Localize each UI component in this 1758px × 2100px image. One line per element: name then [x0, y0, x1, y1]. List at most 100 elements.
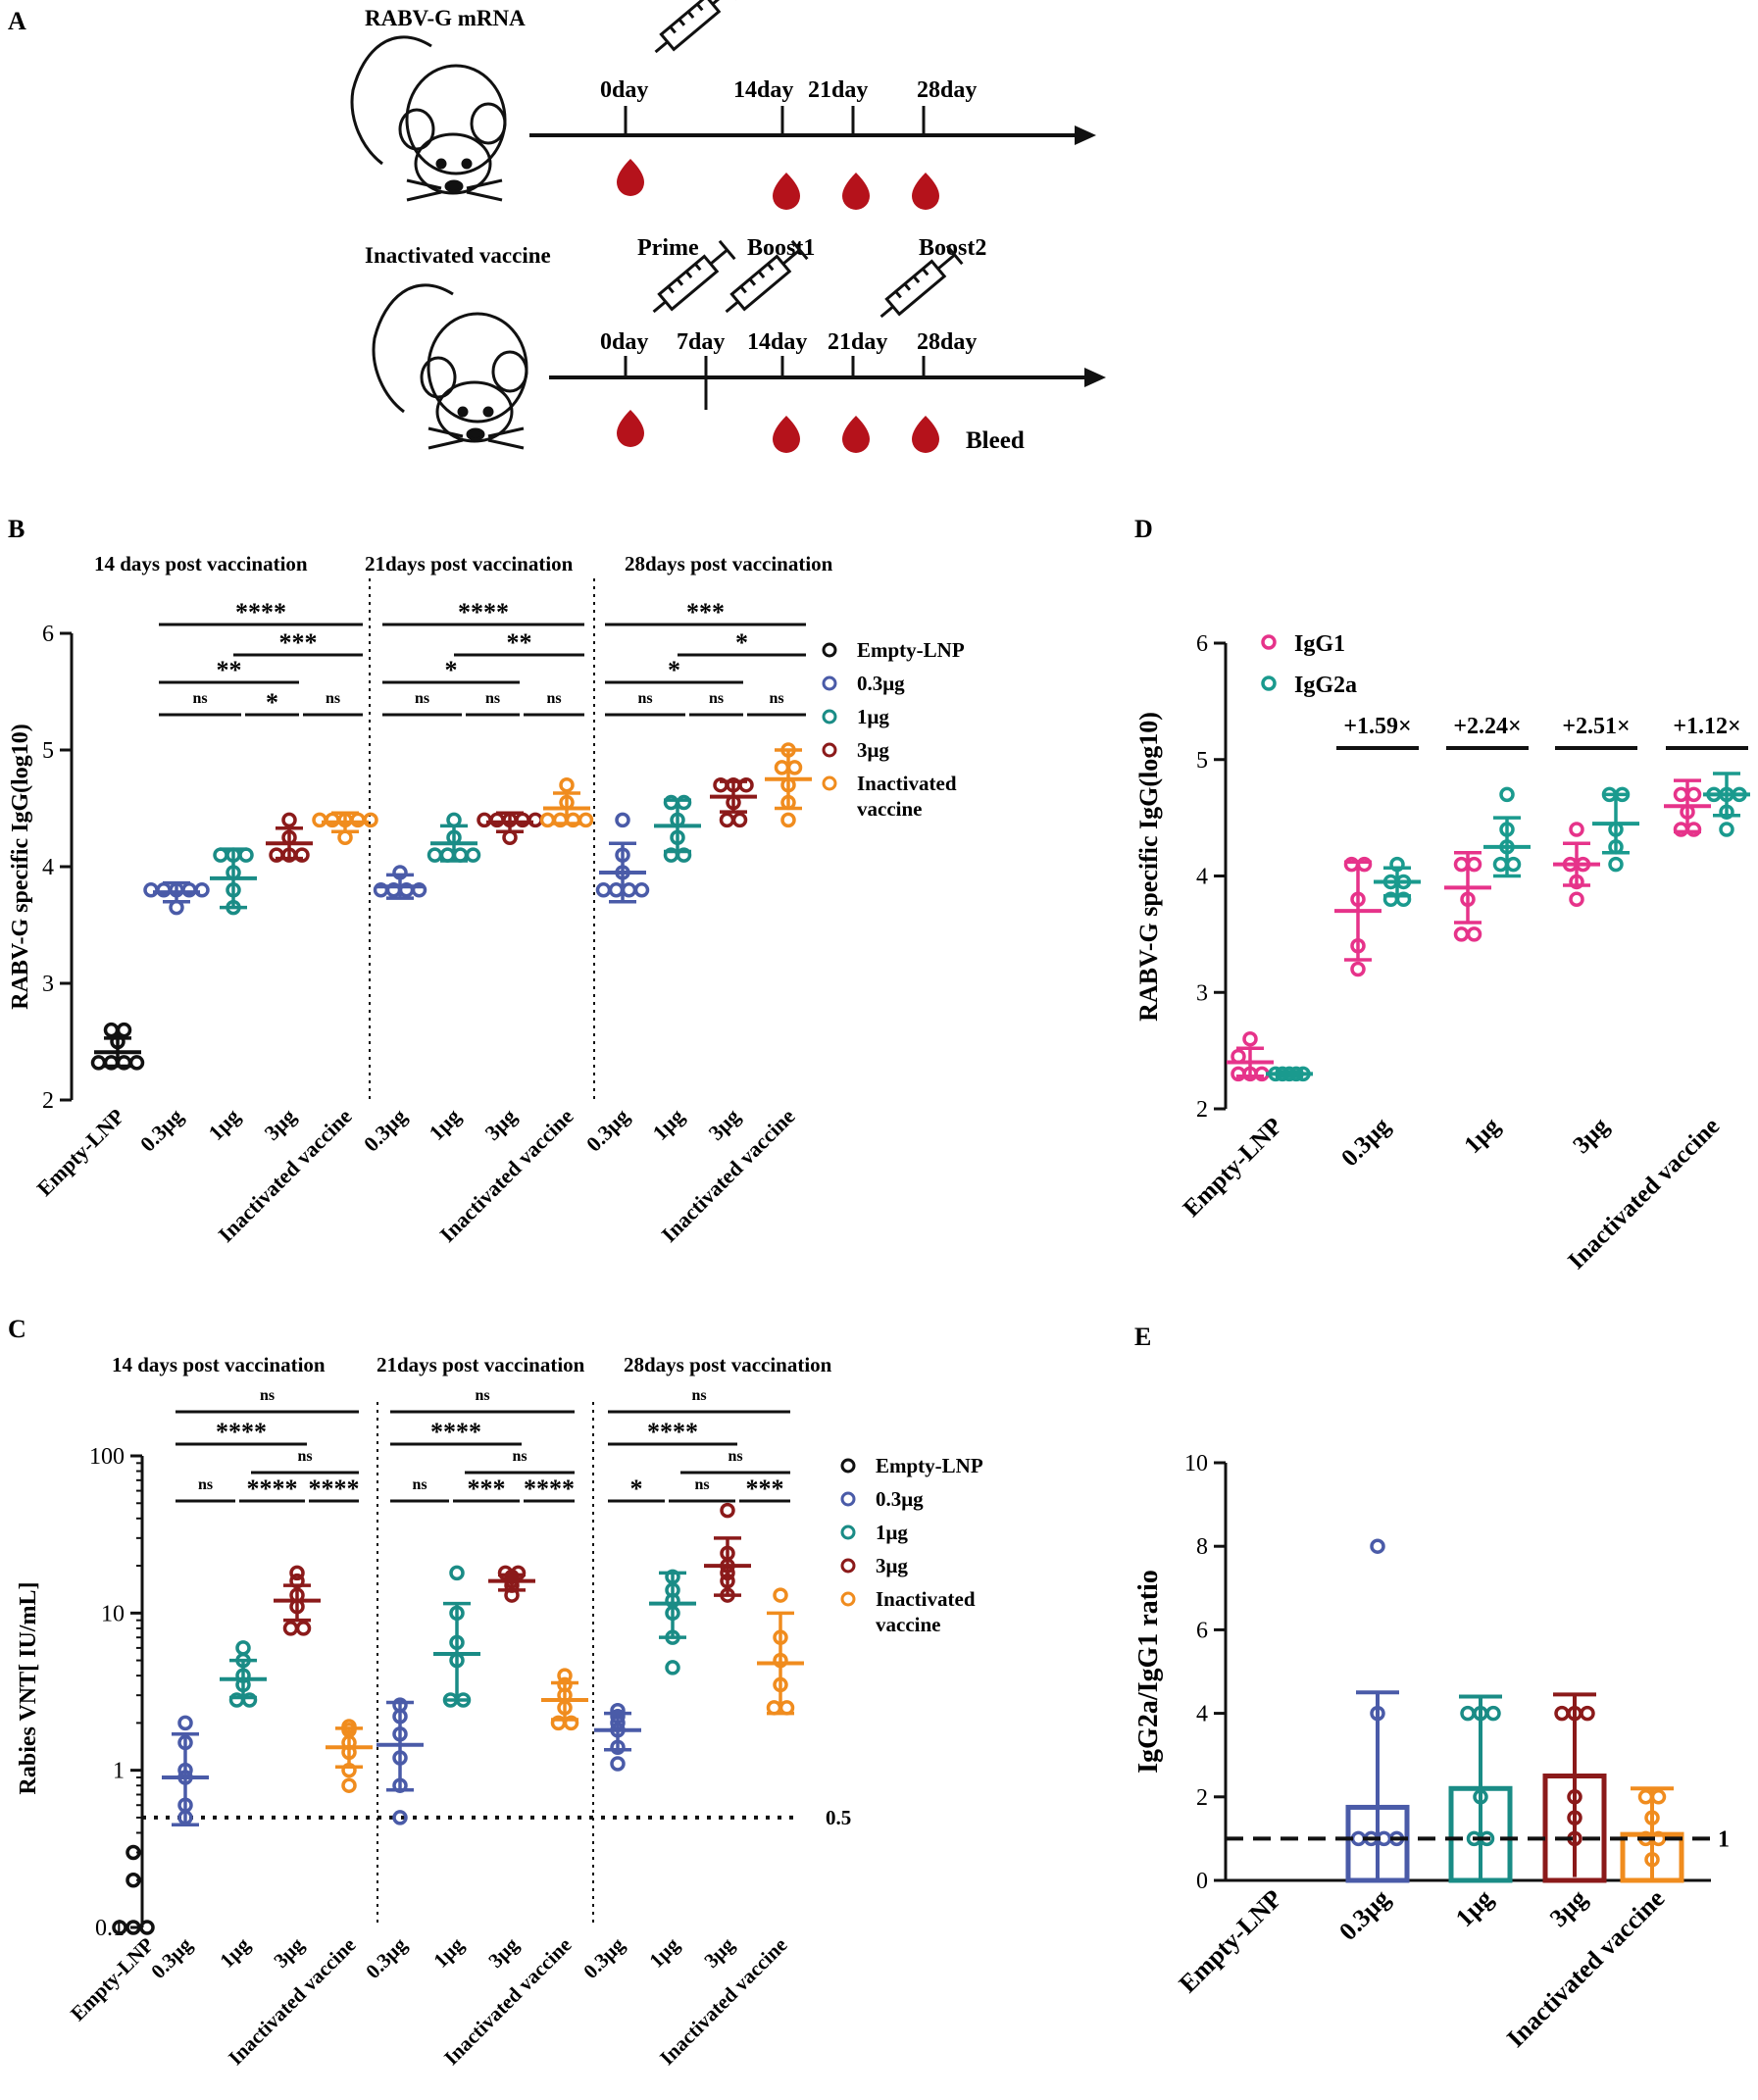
vaccine-day-21: 21day: [828, 329, 887, 355]
blood-drop-icon: [617, 159, 644, 196]
y-tick-label: 10: [101, 1601, 125, 1626]
data-point: [1567, 1789, 1582, 1805]
data-point: [1499, 786, 1515, 803]
legend-label: 3μg: [876, 1554, 908, 1577]
data-point: [295, 1621, 312, 1636]
y-tick-label: 2: [1196, 1785, 1208, 1811]
data-point: [241, 1692, 258, 1708]
data-point: [363, 812, 378, 828]
vaccine-title: Inactivated vaccine: [365, 243, 551, 268]
data-point: [1485, 1705, 1501, 1722]
sig-label: ns: [192, 690, 207, 707]
data-point: [1231, 1066, 1246, 1082]
data-point: [1343, 856, 1360, 873]
syringe-icon: [654, 0, 738, 54]
x-tick-label: Empty-LNP: [1179, 1113, 1287, 1222]
sig-label: **: [507, 628, 532, 657]
legend-label: Inactivated: [876, 1587, 976, 1611]
legend-label: IgG2a: [1294, 673, 1357, 698]
data-point: [126, 1844, 141, 1861]
legend-label: Empty-LNP: [857, 638, 965, 662]
data-point: [1644, 1810, 1660, 1825]
data-point: [1685, 822, 1702, 837]
x-tick-label: 0.3μg: [135, 1104, 188, 1157]
y-tick-label: 100: [89, 1444, 125, 1470]
sig-label: *: [266, 688, 278, 717]
x-tick-label: 0.3μg: [361, 1932, 412, 1983]
data-point: [1460, 1705, 1476, 1722]
data-point: [1466, 856, 1482, 873]
x-tick-label: 0.3μg: [581, 1104, 634, 1157]
data-point: [1453, 856, 1470, 873]
x-tick-label: 3μg: [483, 1932, 524, 1973]
y-tick-label: 10: [1184, 1451, 1208, 1476]
data-point: [139, 1920, 155, 1935]
threshold-label: 1: [1718, 1826, 1730, 1852]
x-tick-label: 3μg: [259, 1104, 300, 1145]
x-tick-label: 1μg: [215, 1932, 255, 1973]
data-point: [731, 812, 748, 828]
data-point: [1673, 786, 1689, 803]
sig-label: ns: [694, 1476, 709, 1493]
x-tick-label: 0.3μg: [359, 1104, 412, 1157]
data-point: [1567, 1810, 1582, 1825]
syringe-icon: [879, 244, 964, 319]
y-tick-label: 3: [42, 972, 54, 997]
y-tick-label: 6: [42, 622, 54, 647]
sig-label: *: [445, 656, 458, 684]
x-tick-label: 0.3μg: [578, 1932, 629, 1983]
mrna-day-28: 28day: [917, 77, 977, 103]
prime-label: Prime: [637, 235, 699, 261]
panel-d: D 2 3 4 5 6 RABV-G specific IgG(log10) Empty-LN…: [1134, 515, 1750, 1275]
data-point: [126, 1920, 141, 1935]
x-tick-label: 1μg: [203, 1104, 244, 1145]
x-tick-label: 1μg: [428, 1932, 469, 1973]
x-tick-label: 1μg: [1459, 1113, 1505, 1159]
mrna-bleeds: [617, 159, 939, 210]
x-tick-label: Empty-LNP: [32, 1104, 129, 1201]
vaccine-days: 0day 7day 14day 21day 28day: [600, 329, 977, 355]
fold-label: +2.24×: [1453, 714, 1521, 739]
data-point: [1644, 1851, 1660, 1868]
fold-label: +2.51×: [1562, 714, 1630, 739]
data-point: [116, 1022, 132, 1038]
legend-label: 1μg: [857, 705, 889, 728]
vaccine-tick-group: [624, 356, 926, 410]
blood-drop-icon: [773, 173, 800, 210]
data-point: [1637, 1789, 1654, 1805]
sig-label: ***: [686, 598, 725, 626]
panel-c: C 0.1 1 10 100 Rabies VNT[ IU/mL] 14 days post…: [8, 1315, 983, 2070]
data-point: [112, 1920, 127, 1935]
data-point: [128, 1055, 145, 1071]
sig-label: ns: [728, 1448, 742, 1465]
data-point: [719, 812, 735, 828]
y-axis-label: RABV-G specific IgG(log10): [8, 724, 33, 1010]
legend-marker: [822, 742, 837, 758]
data-point: [1492, 856, 1509, 873]
fold-label: +1.12×: [1673, 714, 1740, 739]
y-tick-label: 5: [42, 738, 54, 764]
section-title: 14 days post vaccination: [94, 552, 308, 575]
data-point: [738, 776, 754, 793]
legend-label: Empty-LNP: [876, 1454, 983, 1477]
sig-label: ****: [647, 1418, 698, 1446]
sig-label: ns: [475, 1387, 489, 1404]
data-point: [608, 882, 625, 898]
data-point: [633, 882, 650, 898]
data-point: [126, 1872, 141, 1888]
data-point: [411, 882, 427, 898]
mouse-icon: [350, 35, 507, 202]
vaccine-timeline-arrow: [1084, 368, 1106, 387]
legend-label: Inactivated: [857, 772, 957, 795]
x-tick-label: 3μg: [479, 1104, 521, 1145]
mrna-timeline-arrow: [1075, 125, 1096, 145]
x-tick-label: 0.3μg: [1333, 1884, 1395, 1946]
legend-marker: [840, 1458, 856, 1474]
sig-label: ns: [709, 690, 724, 707]
vaccine-day-0: 0day: [600, 329, 648, 355]
legend-marker: [822, 709, 837, 725]
sig-label: ns: [512, 1448, 527, 1465]
blood-drop-icon: [773, 416, 800, 453]
data-point: [1673, 822, 1689, 837]
data-point: [427, 847, 443, 863]
